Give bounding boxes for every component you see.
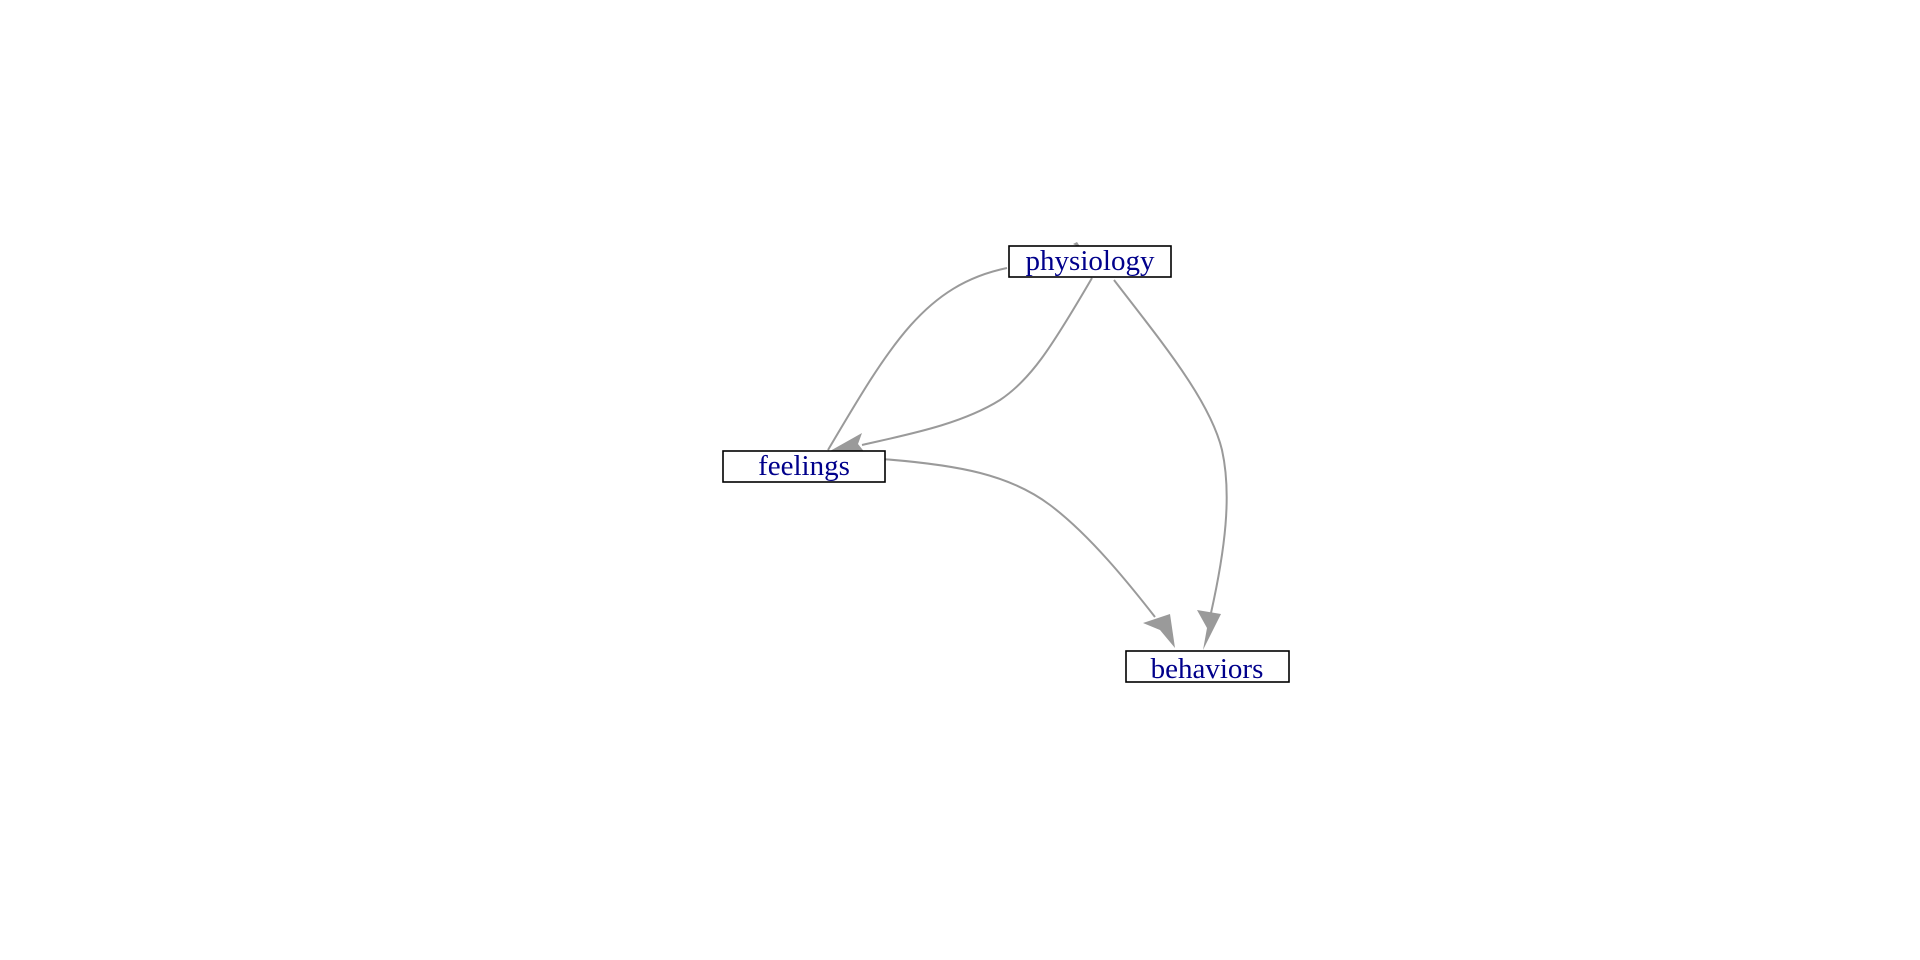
node-behaviors-label: behaviors	[1151, 653, 1264, 685]
node-physiology-box	[1008, 245, 1172, 278]
edge-physiology-to-behaviors	[1113, 279, 1228, 614]
node-feelings: feelings	[722, 450, 886, 483]
edge-head-feelings-to-behaviors	[1143, 614, 1175, 648]
edge-head-physiology-to-behaviors	[1197, 610, 1221, 650]
node-physiology-label: physiology	[1026, 245, 1155, 277]
node-feelings-box	[722, 450, 886, 483]
edge-head-physiology-to-feelings	[830, 433, 866, 454]
node-behaviors: behaviors	[1125, 650, 1290, 685]
node-behaviors-box	[1125, 650, 1290, 683]
edge-feelings-to-physiology	[827, 267, 1008, 451]
edge-feelings-to-behaviors	[881, 458, 1156, 618]
node-physiology: physiology	[1008, 245, 1172, 278]
edges-layer	[827, 242, 1228, 650]
node-feelings-label: feelings	[758, 450, 850, 482]
edge-physiology-to-feelings	[861, 277, 1093, 446]
